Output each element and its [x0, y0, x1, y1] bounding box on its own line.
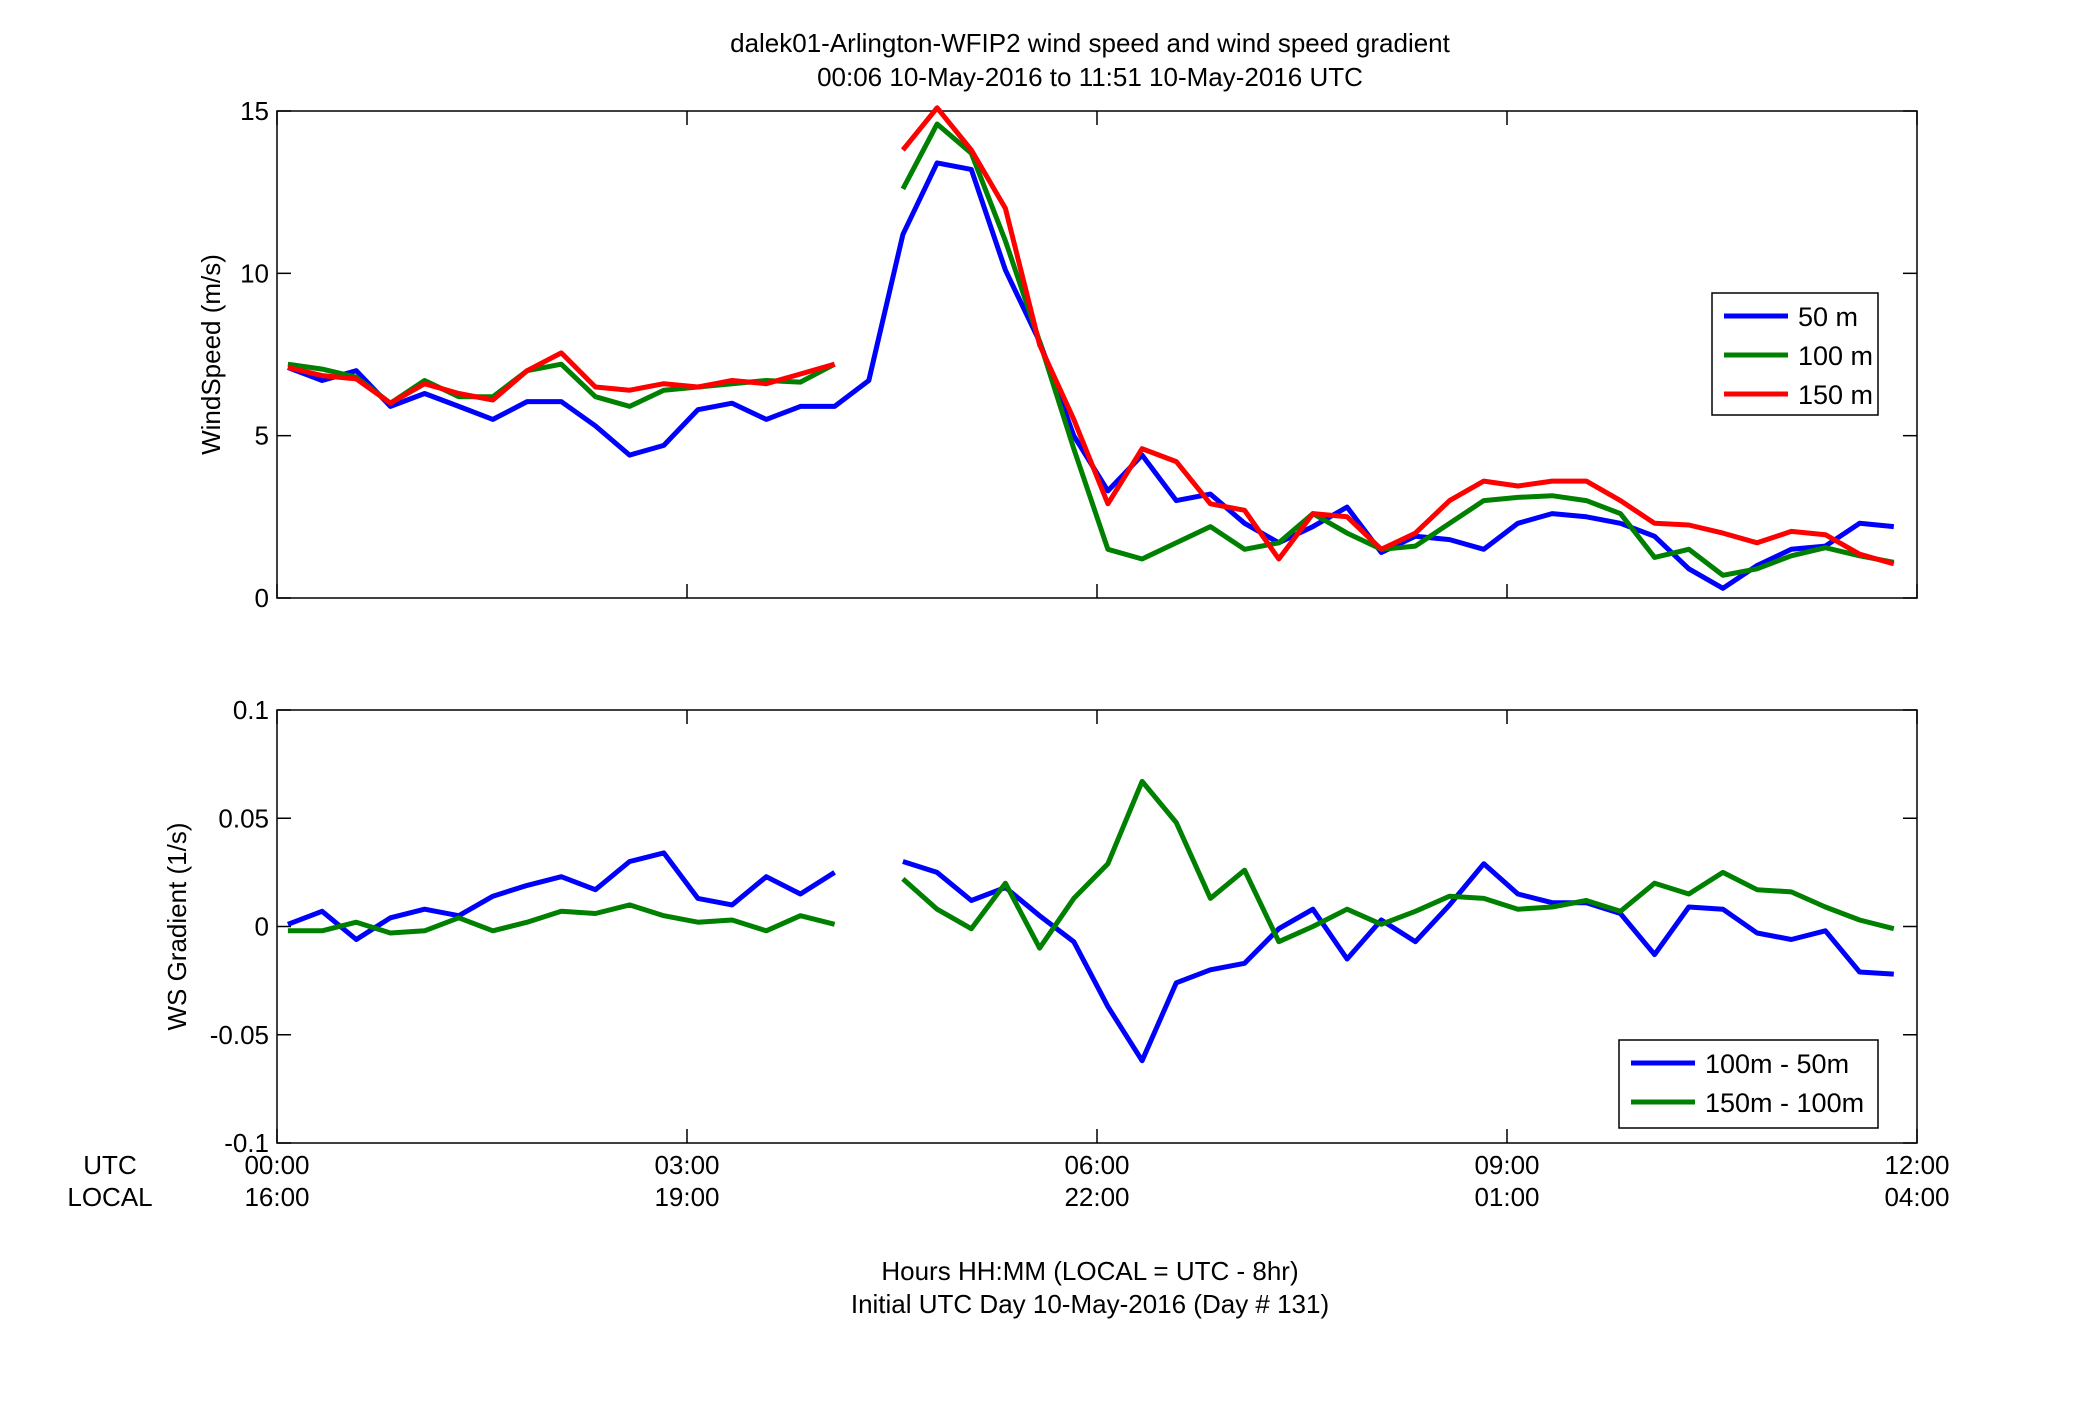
grad-y-axis-label: WS Gradient (1/s) [162, 822, 192, 1030]
chart-title: dalek01-Arlington-WFIP2 wind speed and w… [730, 28, 1451, 58]
ws-legend-label: 150 m [1798, 380, 1873, 410]
xtick-label-utc: 09:00 [1474, 1150, 1539, 1180]
grad-series-line-1 [287, 850, 1894, 1064]
ws-legend: 50 m 100 m 150 m [1711, 292, 1879, 416]
xtick-label-utc: 06:00 [1064, 1150, 1129, 1180]
grad-series-line-2 [287, 778, 1895, 951]
x-axis-label-line2: Initial UTC Day 10-May-2016 (Day # 131) [851, 1289, 1329, 1319]
ws-ytick-label: 0 [255, 583, 269, 613]
xtick-label-local: 01:00 [1474, 1182, 1539, 1212]
grad-legend: 100m - 50m 150m - 100m [1618, 1039, 1879, 1129]
grad-legend-label: 100m - 50m [1705, 1049, 1849, 1079]
ws-legend-label: 50 m [1798, 302, 1858, 332]
wind-speed-panel: 0 5 10 15 WindSpeed (m/s) 50 m 100 m 150 m [196, 96, 1918, 613]
grad-legend-label: 150m - 100m [1705, 1088, 1864, 1118]
utc-row-label: UTC [83, 1150, 136, 1180]
xtick-label-utc: 00:00 [244, 1150, 309, 1180]
grad-ytick-label: -0.1 [224, 1128, 269, 1158]
xtick-label-local: 04:00 [1884, 1182, 1949, 1212]
ws-y-axis-label: WindSpeed (m/s) [196, 254, 226, 455]
grad-ytick-label: 0.1 [233, 695, 269, 725]
ws-series-line-3 [287, 105, 1895, 567]
ws-legend-label: 100 m [1798, 341, 1873, 371]
ws-ytick-label: 10 [240, 258, 269, 288]
xtick-label-local: 22:00 [1064, 1182, 1129, 1212]
local-row-label: LOCAL [67, 1182, 152, 1212]
grad-ytick-label: -0.05 [210, 1020, 269, 1050]
grad-ytick-label: 0.05 [218, 803, 269, 833]
grad-legend-box [1618, 1039, 1879, 1129]
grad-ytick-label: 0 [255, 912, 269, 942]
xtick-label-utc: 12:00 [1884, 1150, 1949, 1180]
x-axis-label-line1: Hours HH:MM (LOCAL = UTC - 8hr) [881, 1256, 1298, 1286]
xtick-label-local: 19:00 [654, 1182, 719, 1212]
ws-ytick-label: 5 [255, 421, 269, 451]
xtick-label-local: 16:00 [244, 1182, 309, 1212]
chart-subtitle: 00:06 10-May-2016 to 11:51 10-May-2016 U… [817, 62, 1363, 92]
xtick-label-utc: 03:00 [654, 1150, 719, 1180]
ws-ytick-label: 15 [240, 96, 269, 126]
